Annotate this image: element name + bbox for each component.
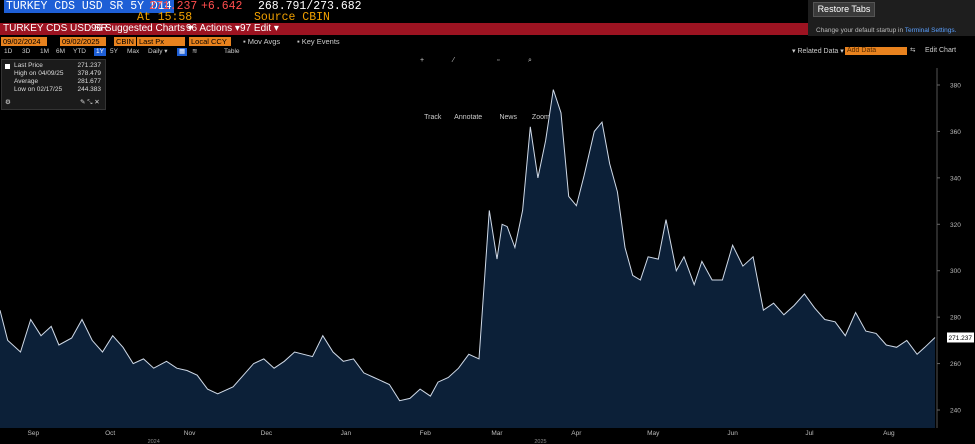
end-date-field[interactable]: 09/02/2025 <box>60 37 106 46</box>
year-label: 2024 <box>148 439 160 444</box>
start-date-field[interactable]: 09/02/2024 <box>1 37 47 46</box>
price-line <box>0 89 936 402</box>
legend-panel: Last Price 271.237 High on 04/09/25 378.… <box>1 59 106 110</box>
zoom-tool[interactable]: ⌕ Zoom <box>528 57 550 121</box>
y-tick-label: 280 <box>950 315 961 322</box>
last-value-label: 271.237 <box>949 335 973 342</box>
period-bar <box>0 47 975 57</box>
add-data-field[interactable]: Add Data <box>845 47 907 55</box>
quote-time: At 15:58 <box>137 11 193 24</box>
series-swatch <box>5 64 10 69</box>
compare-icon[interactable]: ≋ <box>192 48 198 55</box>
key-events-toggle[interactable]: ▪ Key Events <box>297 37 340 46</box>
last-value-tag <box>947 332 974 343</box>
table-button[interactable]: Table <box>224 48 240 55</box>
legend-avg-value: 281.677 <box>77 78 102 85</box>
chart-type-icon[interactable]: ▦ <box>177 48 188 56</box>
quote-source: Source CBIN <box>254 11 330 24</box>
y-tick-label: 380 <box>950 83 961 90</box>
news-tool[interactable]: ▫ News <box>497 57 517 121</box>
price-field-select[interactable]: Last Px <box>137 37 185 46</box>
legend-settings-icon[interactable]: ⚙ <box>5 99 11 106</box>
period-1y[interactable]: 1Y <box>94 48 106 56</box>
annotate-tool[interactable]: ⁄ Annotate <box>453 57 483 121</box>
y-tick-label: 300 <box>950 268 961 275</box>
legend-high-value: 378.479 <box>77 70 102 77</box>
y-tick-label: 320 <box>950 222 961 229</box>
legend-edit-icon[interactable]: ✎ ⤡ ✕ <box>80 99 100 106</box>
security-header <box>0 0 808 22</box>
legend-low-label: Low on 02/17/25 <box>14 86 63 93</box>
period-1d[interactable]: 1D <box>4 48 13 55</box>
x-tick-label: Aug <box>883 430 895 437</box>
price-area <box>0 89 935 428</box>
x-tick-label: Mar <box>491 430 503 437</box>
price-change: +6.642 <box>201 0 243 13</box>
last-price: 271.237 <box>149 0 198 13</box>
frequency-select[interactable]: Daily ▾ <box>148 48 168 55</box>
legend-high-label: High on 04/09/25 <box>14 70 64 77</box>
legend-low-value: 244.383 <box>77 86 102 93</box>
period-ytd[interactable]: YTD <box>73 48 86 55</box>
settings-icon[interactable]: ⇆ <box>910 47 916 54</box>
x-tick-label: Apr <box>571 430 582 437</box>
edit-menu[interactable]: 97 Edit ▾ <box>240 23 279 34</box>
related-data-button[interactable]: ▾ Related Data ▾ <box>792 48 844 55</box>
bid-ask-range: 268.791/273.682 <box>258 0 362 13</box>
terminal-settings-link[interactable]: Terminal Settings. <box>904 27 957 34</box>
period-1m[interactable]: 1M <box>40 48 50 55</box>
year-label: 2025 <box>534 439 546 444</box>
restore-tabs-button[interactable]: Restore Tabs <box>813 2 875 17</box>
period-max[interactable]: Max <box>127 48 140 55</box>
suggested-charts-menu[interactable]: 96 Suggested Charts ▾ <box>91 23 193 34</box>
y-tick-label: 260 <box>950 361 961 368</box>
ticker-label[interactable]: TURKEY CDS USD SR 5Y D14 <box>4 0 174 13</box>
y-tick-label: 240 <box>950 408 961 415</box>
y-tick-label: 340 <box>950 175 961 182</box>
period-5y[interactable]: 5Y <box>110 48 118 55</box>
y-tick-label: 360 <box>950 129 961 136</box>
track-tool[interactable]: + Track <box>420 57 442 121</box>
control-bar <box>0 36 975 46</box>
x-tick-label: Nov <box>184 430 196 437</box>
menu-bar: TURKEY CDS USD SR 96 Suggested Charts ▾ … <box>0 23 975 35</box>
security-menu[interactable]: TURKEY CDS USD SR <box>3 23 108 34</box>
x-tick-label: Sep <box>28 430 40 437</box>
x-tick-label: Jun <box>727 430 738 437</box>
x-tick-label: Jul <box>805 430 814 437</box>
currency-select[interactable]: Local CCY <box>189 37 231 46</box>
x-tick-label: Dec <box>261 430 273 437</box>
x-tick-label: Jan <box>341 430 352 437</box>
period-6m[interactable]: 6M <box>56 48 66 55</box>
period-3d[interactable]: 3D <box>22 48 31 55</box>
x-tick-label: Feb <box>420 430 432 437</box>
legend-last-value: 271.237 <box>77 62 102 69</box>
source-field[interactable]: CBIN <box>114 37 136 46</box>
restore-note: Change your default startup in Terminal … <box>816 27 957 34</box>
actions-menu[interactable]: 96 Actions ▾ <box>186 23 240 34</box>
x-tick-label: May <box>647 430 660 437</box>
price-chart[interactable]: 240 260 280 300 320 340 360 380 271.237 Sep Oct Nov… <box>0 62 975 444</box>
mov-avgs-toggle[interactable]: ▪ Mov Avgs <box>243 37 281 46</box>
legend-last-label: Last Price <box>14 62 43 69</box>
legend-avg-label: Average <box>14 78 39 85</box>
x-tick-label: Oct <box>105 430 115 437</box>
edit-chart-button[interactable]: Edit Chart <box>925 47 957 54</box>
